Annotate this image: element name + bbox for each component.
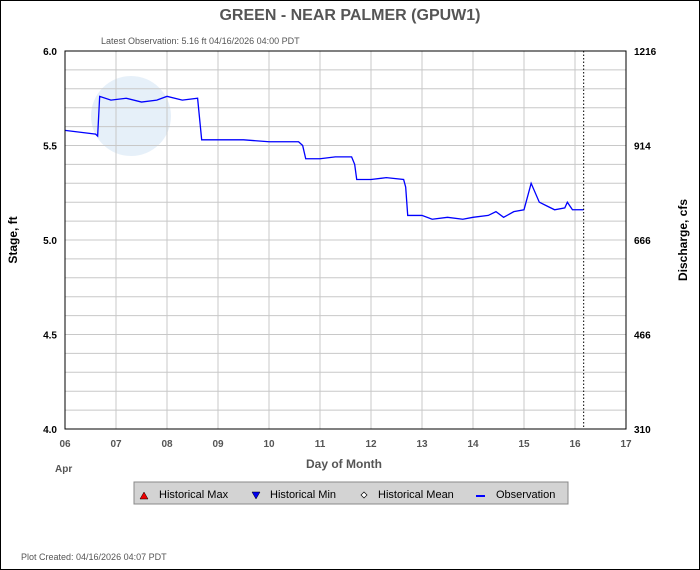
x-tick-label: 06 (59, 439, 71, 450)
x-tick-label: 08 (161, 439, 173, 450)
y2-axis-label: Discharge, cfs (676, 199, 690, 281)
y2-tick-label: 1216 (634, 47, 657, 58)
y2-tick-label: 666 (634, 236, 651, 247)
plot-frame (64, 50, 627, 430)
legend-min-icon (251, 491, 261, 500)
legend-mean-icon (360, 491, 368, 499)
y-tick-label: 5.5 (43, 142, 57, 153)
x-tick-label: 16 (569, 439, 581, 450)
y-tick-label: 4.5 (43, 331, 57, 342)
x-axis-label: Day of Month (306, 457, 382, 471)
legend: Historical Max Historical Min Historical… (133, 481, 569, 505)
x-tick-label: 09 (212, 439, 224, 450)
legend-max-label: Historical Max (159, 489, 229, 501)
chart-title: GREEN - NEAR PALMER (GPUW1) (219, 7, 480, 24)
x-tick-label: 17 (620, 439, 632, 450)
x-tick-label: 13 (416, 439, 428, 450)
legend-mean-label: Historical Mean (378, 489, 454, 501)
x-tick-label: 12 (365, 439, 377, 450)
x-tick-label: 15 (518, 439, 530, 450)
legend-observation-label: Observation (496, 489, 555, 501)
legend-min-label: Historical Min (270, 489, 336, 501)
x-tick-label: 10 (263, 439, 275, 450)
y-axis-label: Stage, ft (6, 216, 20, 263)
y-tick-label: 4.0 (43, 425, 57, 436)
plot-created: Plot Created: 04/16/2026 04:07 PDT (21, 552, 167, 562)
y-tick-label: 5.0 (43, 236, 57, 247)
y2-tick-label: 914 (634, 142, 651, 153)
x-tick-label: 14 (467, 439, 479, 450)
x-tick-label: 07 (110, 439, 122, 450)
y2-tick-label: 310 (634, 425, 651, 436)
observation-line (64, 95, 584, 220)
chart-subtitle: Latest Observation: 5.16 ft 04/16/2026 0… (101, 36, 300, 46)
x-axis-sublabel: Apr (55, 464, 72, 475)
x-tick-label: 11 (315, 439, 326, 450)
noaa-watermark (91, 76, 171, 156)
y2-tick-label: 466 (634, 331, 651, 342)
legend-max-icon (139, 491, 149, 500)
y-tick-label: 6.0 (43, 47, 57, 58)
